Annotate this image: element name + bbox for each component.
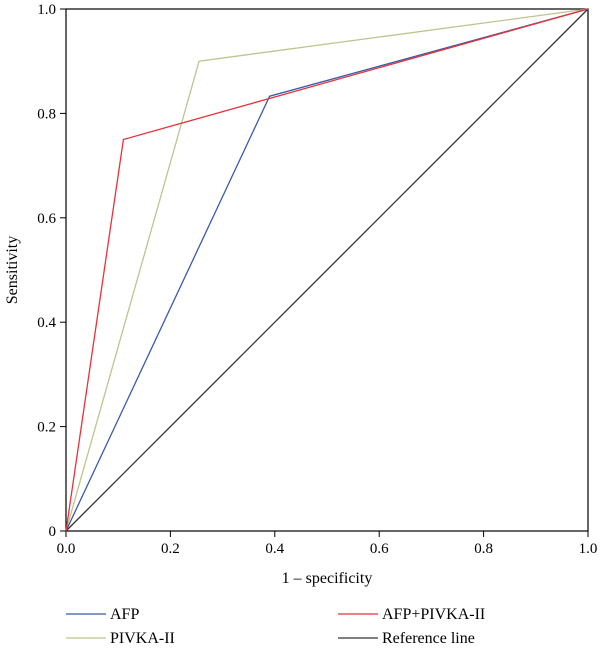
x-tick-label: 0.4 (265, 541, 284, 557)
plot-area: 0.0 0.2 0.4 0.6 0.8 1.0 0 0.2 0.4 0.6 0.8 1.0 (37, 2, 597, 557)
legend-item-afp-pivka-ii: AFP+PIVKA-II (338, 606, 485, 623)
legend-label: AFP (110, 606, 139, 623)
x-tick-label: 1.0 (579, 541, 598, 557)
y-tick-label: 0.4 (37, 315, 56, 331)
legend-label: Reference line (382, 630, 475, 647)
legend-label: AFP+PIVKA-II (382, 606, 485, 623)
x-tick-label: 0.0 (57, 541, 76, 557)
x-axis-title: 1 – specificity (282, 570, 373, 587)
legend: AFP AFP+PIVKA-II PIVKA-II Reference line (66, 606, 485, 647)
series-line-afp-pivka-ii (65, 8, 589, 532)
series-line-reference-line (65, 8, 589, 532)
y-tick-label: 0.2 (37, 420, 56, 436)
y-tick-label: 0.8 (37, 106, 56, 122)
series-line-pivka-ii (65, 8, 589, 532)
x-axis-ticks: 0.0 0.2 0.4 0.6 0.8 1.0 (57, 531, 598, 557)
series-line-afp (65, 8, 589, 532)
y-tick-label: 0 (49, 524, 57, 540)
legend-item-pivka-ii: PIVKA-II (66, 630, 175, 647)
x-tick-label: 0.2 (161, 541, 180, 557)
legend-label: PIVKA-II (110, 630, 175, 647)
x-tick-label: 0.8 (474, 541, 493, 557)
legend-item-afp: AFP (66, 606, 139, 623)
y-tick-label: 0.6 (37, 211, 56, 227)
y-axis-ticks: 0 0.2 0.4 0.6 0.8 1.0 (37, 2, 66, 540)
x-tick-label: 0.6 (370, 541, 389, 557)
legend-item-reference-line: Reference line (338, 630, 475, 647)
series-layer (65, 8, 589, 532)
plot-frame (65, 8, 589, 532)
y-tick-label: 1.0 (37, 2, 56, 18)
y-axis-title: Sensitivity (4, 236, 21, 304)
